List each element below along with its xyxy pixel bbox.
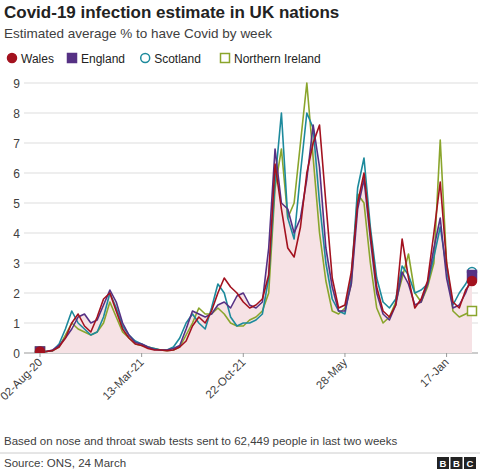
y-tick-label: 3 [13,257,20,271]
legend: Wales England Scotland Northern Ireland [8,52,321,66]
legend-marker [68,54,77,63]
y-tick-label: 9 [13,77,20,91]
grid-line [24,113,478,114]
x-tick [141,353,142,357]
y-tick-label: 7 [13,137,20,151]
point-marker [36,347,45,353]
point-marker [468,307,477,316]
logo-letter: B [440,458,447,469]
separator [0,453,480,454]
logo-letter: B [453,458,460,469]
x-tick [446,353,447,357]
chart: Covid-19 infection estimate in UK nation… [0,0,480,471]
x-tick-label: 02-Aug-20 [0,356,44,402]
logo: BBC [437,457,476,469]
legend-marker [8,54,17,63]
legend-label: Wales [21,52,54,66]
point-marker [468,277,477,286]
point-marker [36,347,45,353]
grid-line [24,173,478,174]
line [40,125,472,352]
point-marker [36,347,45,353]
legend-label: England [81,52,125,66]
y-tick-label: 8 [13,107,20,121]
y-tick-label: 2 [13,287,20,301]
logo-box [451,457,463,469]
source: Source: ONS, 24 March [4,457,126,469]
logo-text: BBC [440,458,474,469]
plot-area [36,83,477,353]
footnote: Based on nose and throat swab tests sent… [4,435,397,447]
logo-box [464,457,476,469]
y-tick-label: 4 [13,227,20,241]
line [40,125,472,352]
logo-letter: C [467,458,474,469]
x-tick [344,353,345,357]
legend-label: Scotland [154,52,201,66]
grid-line [24,203,478,204]
logo-box [437,457,449,469]
grid-line [24,143,478,144]
grid [24,83,478,353]
x-tick-label: 17-Jan [418,356,451,389]
line [40,113,472,352]
x-tick-label: 13-Mar-21 [100,356,146,402]
point-marker [36,347,45,353]
title: Covid-19 infection estimate in UK nation… [4,3,339,22]
grid-line [24,233,478,234]
legend-marker [221,54,230,63]
y-tick-label: 1 [13,317,20,331]
y-tick-label: 5 [13,197,20,211]
x-tick-label: 22-Oct-21 [203,356,248,401]
legend-marker [141,54,150,63]
x-tick-label: 28-May [314,356,350,392]
x-tick [243,353,244,357]
y-tick-label: 6 [13,167,20,181]
grid-line [24,83,478,84]
subtitle: Estimated average % to have Covid by wee… [4,26,272,41]
y-tick-label: 0 [13,347,20,361]
legend-label: Northern Ireland [234,52,321,66]
line [40,83,472,352]
x-tick [40,353,41,357]
